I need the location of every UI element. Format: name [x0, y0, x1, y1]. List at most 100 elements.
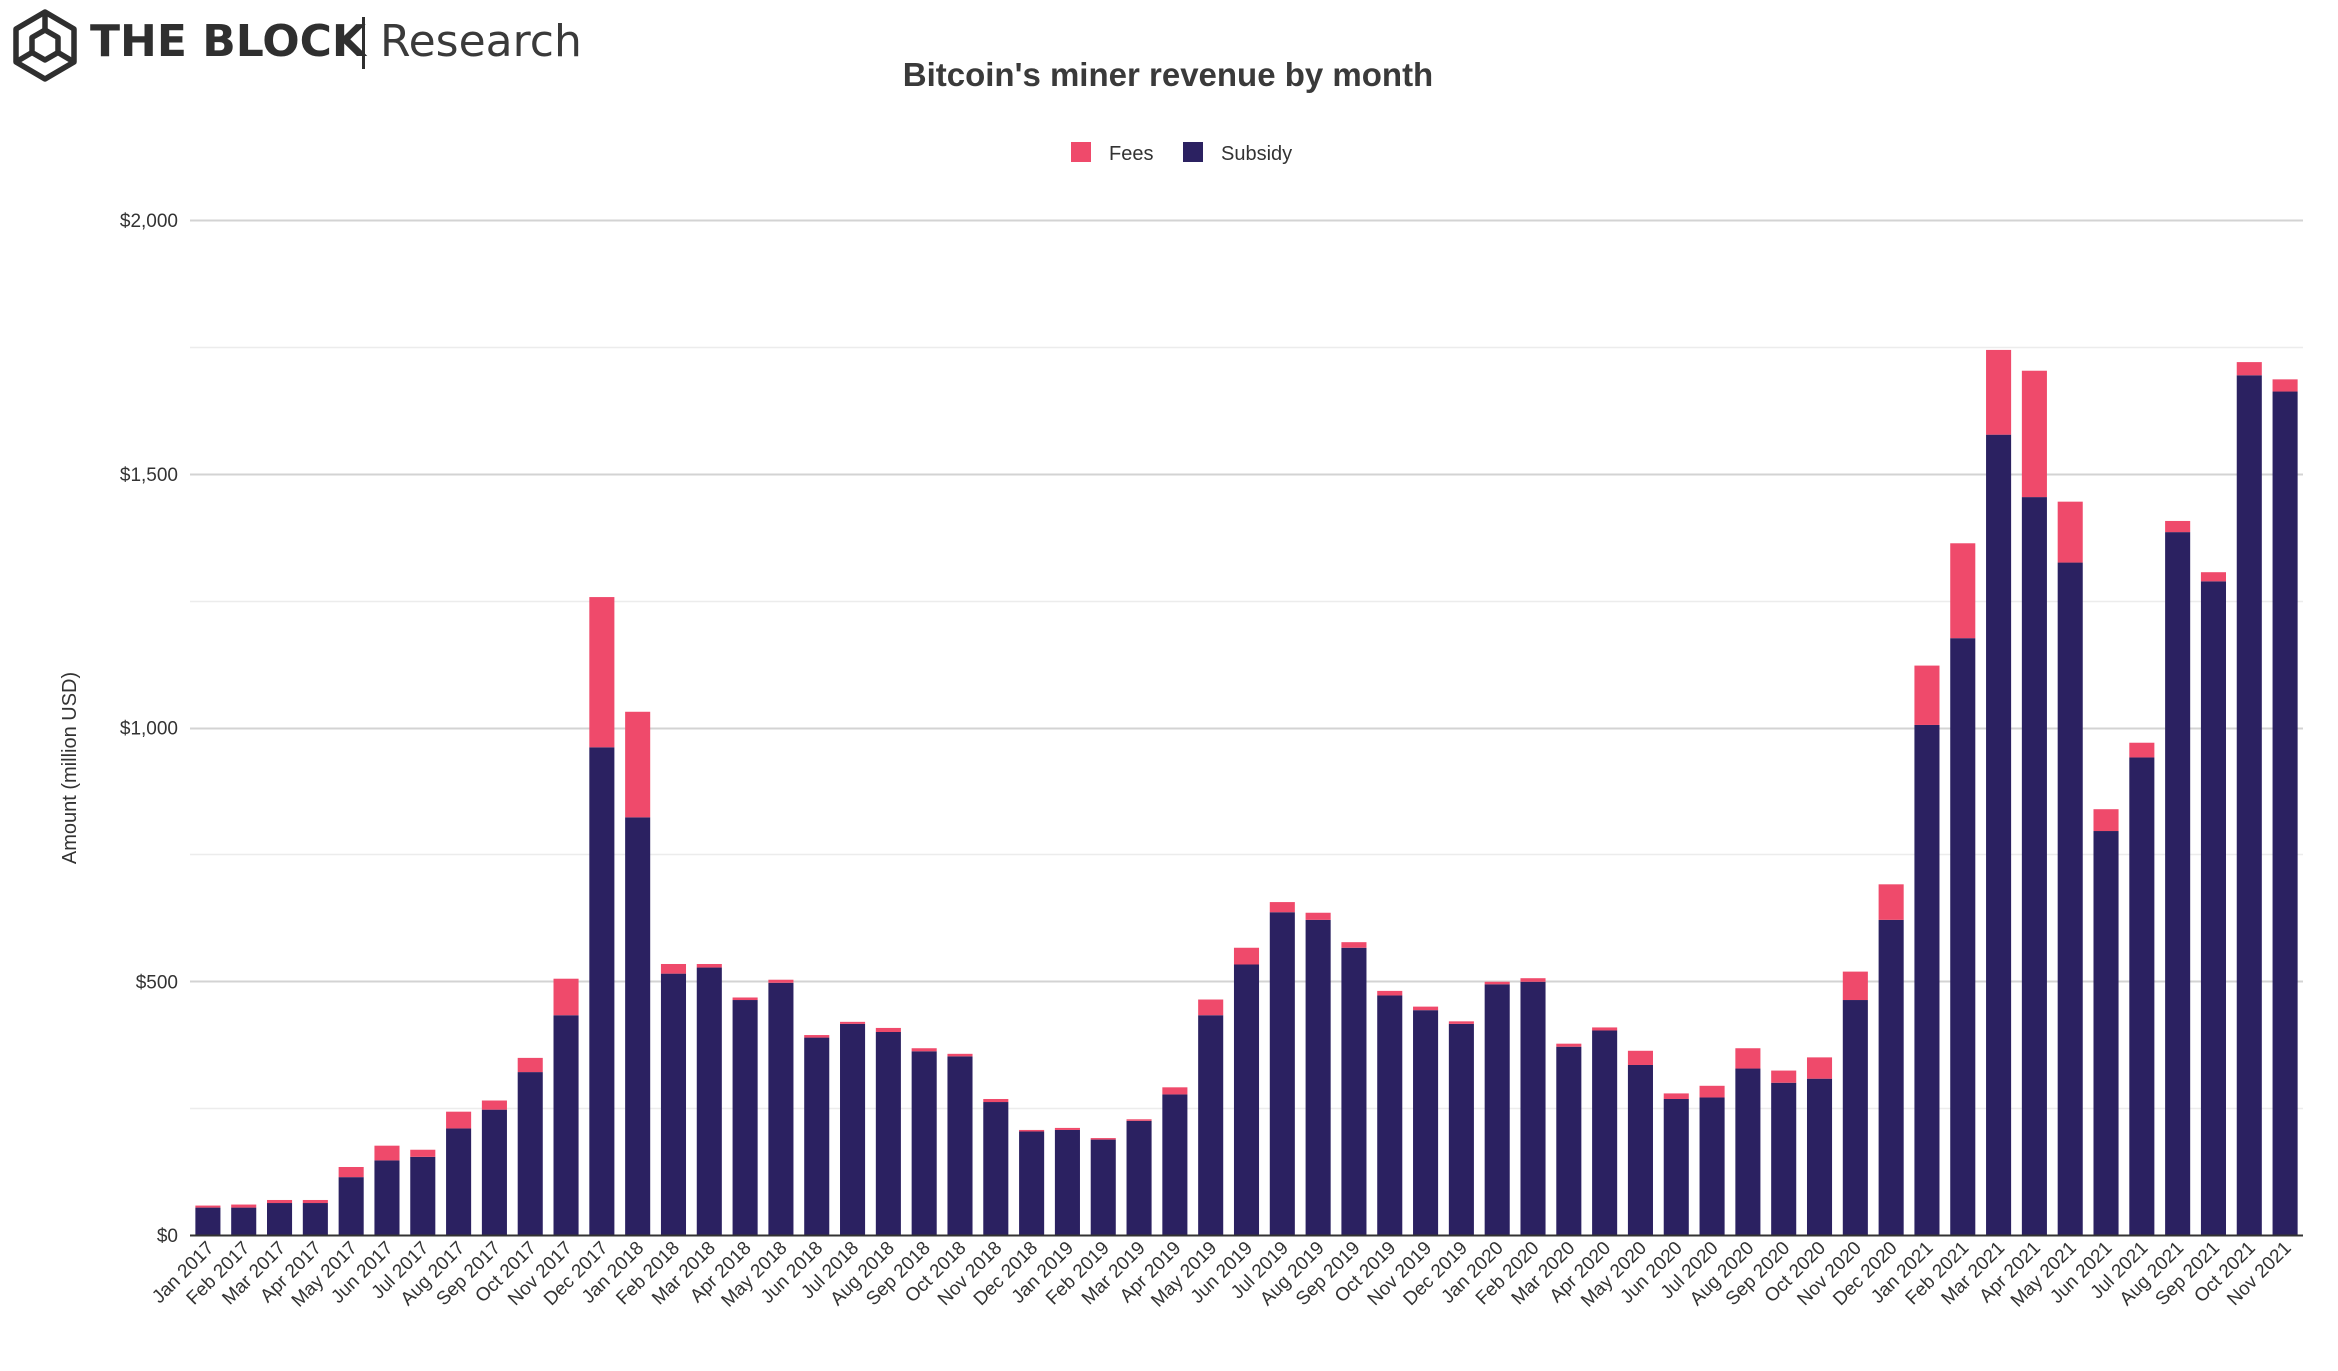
bar-subsidy[interactable] [553, 1015, 579, 1235]
bar-fees[interactable] [1198, 999, 1224, 1016]
bar-fees[interactable] [1806, 1057, 1833, 1079]
bar-fees[interactable] [2093, 809, 2119, 832]
bar-subsidy[interactable] [696, 967, 722, 1235]
bar-subsidy[interactable] [1699, 1097, 1725, 1235]
bar-fees[interactable] [983, 1098, 1009, 1103]
bar-subsidy[interactable] [1986, 434, 2012, 1235]
legend-item-fees[interactable]: Fees [1071, 142, 1153, 165]
bar-subsidy[interactable] [1269, 912, 1295, 1235]
bar-fees[interactable] [2236, 362, 2262, 376]
bar-subsidy[interactable] [1806, 1078, 1833, 1235]
bar-subsidy[interactable] [875, 1032, 901, 1235]
bar-fees[interactable] [2200, 572, 2227, 582]
bar-subsidy[interactable] [2200, 581, 2227, 1235]
bar-subsidy[interactable] [1233, 964, 1260, 1235]
bar-fees[interactable] [1592, 1027, 1618, 1031]
bar-fees[interactable] [1054, 1127, 1080, 1130]
bar-fees[interactable] [768, 979, 794, 983]
bar-fees[interactable] [195, 1205, 221, 1208]
bar-fees[interactable] [302, 1199, 328, 1204]
bar-subsidy[interactable] [1663, 1098, 1689, 1235]
bar-subsidy[interactable] [1162, 1094, 1188, 1235]
bar-fees[interactable] [231, 1204, 257, 1208]
bar-fees[interactable] [1090, 1138, 1116, 1140]
bar-subsidy[interactable] [517, 1072, 543, 1235]
bar-subsidy[interactable] [1627, 1064, 1653, 1235]
bar-fees[interactable] [1986, 349, 2012, 435]
bar-subsidy[interactable] [911, 1051, 937, 1235]
bar-fees[interactable] [2272, 379, 2298, 392]
bar-subsidy[interactable] [1126, 1120, 1152, 1235]
bar-subsidy[interactable] [1842, 1000, 1868, 1235]
bar-fees[interactable] [1842, 971, 1868, 1001]
bar-subsidy[interactable] [2236, 375, 2262, 1235]
bar-subsidy[interactable] [2057, 562, 2083, 1235]
bar-subsidy[interactable] [947, 1056, 973, 1235]
bar-subsidy[interactable] [1950, 638, 1976, 1235]
bar-subsidy[interactable] [983, 1102, 1009, 1235]
bar-subsidy[interactable] [1090, 1139, 1116, 1235]
bar-fees[interactable] [589, 597, 615, 748]
bar-fees[interactable] [875, 1027, 901, 1032]
bar-fees[interactable] [2021, 370, 2047, 498]
bar-subsidy[interactable] [768, 982, 794, 1235]
bar-fees[interactable] [517, 1057, 543, 1073]
bar-fees[interactable] [1735, 1048, 1761, 1069]
bar-fees[interactable] [1448, 1021, 1474, 1024]
bar-fees[interactable] [1305, 912, 1331, 920]
bar-subsidy[interactable] [1413, 1010, 1439, 1235]
bar-subsidy[interactable] [1198, 1015, 1224, 1235]
bar-subsidy[interactable] [1341, 947, 1367, 1235]
bar-fees[interactable] [2165, 520, 2191, 533]
bar-subsidy[interactable] [195, 1207, 221, 1235]
bar-subsidy[interactable] [625, 817, 651, 1235]
bar-fees[interactable] [481, 1100, 507, 1110]
bar-fees[interactable] [2057, 501, 2083, 563]
bar-fees[interactable] [1520, 978, 1546, 982]
bar-subsidy[interactable] [1914, 724, 1940, 1235]
bar-subsidy[interactable] [1054, 1129, 1080, 1235]
bar-fees[interactable] [1269, 902, 1295, 913]
bar-fees[interactable] [1413, 1006, 1439, 1011]
bar-fees[interactable] [1627, 1050, 1653, 1065]
bar-subsidy[interactable] [1735, 1068, 1761, 1235]
bar-subsidy[interactable] [1377, 995, 1403, 1235]
bar-fees[interactable] [374, 1145, 400, 1161]
bar-fees[interactable] [266, 1199, 293, 1204]
bar-fees[interactable] [2129, 742, 2155, 758]
bar-fees[interactable] [660, 963, 687, 974]
bar-subsidy[interactable] [446, 1128, 472, 1235]
bar-fees[interactable] [1341, 942, 1367, 948]
bar-subsidy[interactable] [2272, 391, 2298, 1235]
bar-fees[interactable] [1914, 665, 1940, 725]
bar-fees[interactable] [1484, 981, 1510, 985]
bar-subsidy[interactable] [589, 747, 615, 1235]
bar-fees[interactable] [410, 1149, 436, 1157]
bar-fees[interactable] [1556, 1043, 1582, 1047]
bar-subsidy[interactable] [1878, 919, 1904, 1235]
bar-fees[interactable] [1699, 1085, 1725, 1098]
bar-fees[interactable] [1233, 947, 1260, 965]
bar-fees[interactable] [553, 978, 579, 1016]
bar-subsidy[interactable] [410, 1156, 436, 1235]
bar-subsidy[interactable] [804, 1037, 830, 1235]
bar-fees[interactable] [1019, 1129, 1045, 1132]
bar-subsidy[interactable] [840, 1023, 866, 1235]
bar-fees[interactable] [804, 1035, 830, 1038]
bar-fees[interactable] [1377, 990, 1403, 996]
bar-subsidy[interactable] [374, 1160, 400, 1235]
legend-item-subsidy[interactable]: Subsidy [1183, 142, 1292, 165]
bar-fees[interactable] [1950, 543, 1976, 639]
bar-subsidy[interactable] [231, 1207, 257, 1235]
bar-subsidy[interactable] [660, 973, 687, 1235]
bar-subsidy[interactable] [266, 1203, 293, 1235]
bar-subsidy[interactable] [1520, 981, 1546, 1235]
bar-subsidy[interactable] [2093, 831, 2119, 1235]
bar-fees[interactable] [911, 1048, 937, 1052]
bar-fees[interactable] [1771, 1070, 1797, 1083]
bar-fees[interactable] [732, 997, 758, 1001]
bar-fees[interactable] [1162, 1087, 1188, 1095]
bar-subsidy[interactable] [2021, 497, 2047, 1236]
bar-subsidy[interactable] [1556, 1046, 1582, 1235]
bar-subsidy[interactable] [1484, 984, 1510, 1235]
